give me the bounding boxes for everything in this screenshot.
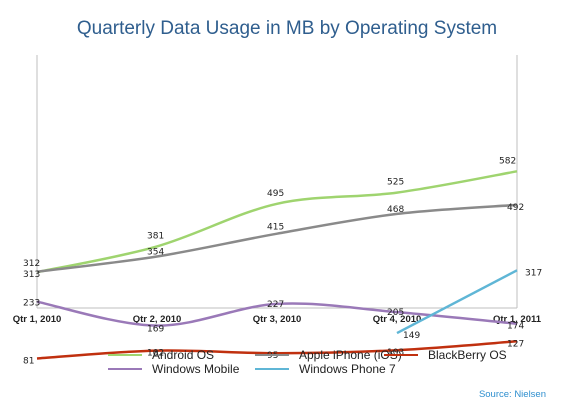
x-tick-label-3: Qtr 3, 2010 [253, 314, 302, 325]
series-line-blackberry-os [36, 340, 518, 360]
data-label-windows-phone-7-4: 149 [403, 331, 420, 341]
data-label-blackberry-os-2: 102 [147, 349, 164, 359]
series-line-apple-iphone-ios [36, 203, 518, 274]
chart-title: Quarterly Data Usage in MB by Operating … [76, 18, 498, 39]
data-label-blackberry-os-3: 95 [267, 351, 278, 361]
data-label-windows-phone-7-5: 317 [525, 268, 542, 278]
data-label-apple-iphone-ios-1: 313 [23, 270, 40, 280]
data-label-blackberry-os-5: 127 [507, 339, 524, 349]
x-axis-ticks: Qtr 1, 2010 Qtr 2, 2010 Qtr 3, 2010 Qtr 4, … [13, 314, 542, 325]
x-tick-label-5: Qtr 1, 2011 [493, 314, 542, 325]
data-label-windows-mobile-3: 227 [267, 300, 284, 310]
series-line-windows-phone-7 [396, 269, 518, 335]
data-label-android-os-1: 312 [23, 259, 40, 269]
data-label-windows-mobile-2: 169 [147, 325, 164, 335]
x-tick-label-1: Qtr 1, 2010 [13, 314, 62, 325]
data-label-android-os-5: 582 [499, 156, 516, 166]
data-label-blackberry-os-1: 81 [23, 356, 34, 366]
source-note: Source: Nielsen [478, 389, 546, 400]
series-lines [36, 170, 518, 360]
series-line-android-os [36, 170, 518, 274]
data-label-apple-iphone-ios-3: 415 [267, 223, 284, 233]
data-label-android-os-3: 495 [267, 189, 284, 199]
x-tick-label-4: Qtr 4, 2010 [373, 314, 422, 325]
data-label-android-os-4: 525 [387, 178, 404, 188]
data-label-windows-mobile-5: 174 [507, 322, 524, 332]
data-label-blackberry-os-4: 103 [387, 348, 404, 358]
data-label-apple-iphone-ios-5: 492 [507, 203, 524, 213]
data-label-apple-iphone-ios-2: 354 [147, 247, 164, 257]
data-label-windows-mobile-4: 205 [387, 308, 404, 318]
x-tick-label-2: Qtr 2, 2010 [133, 314, 182, 325]
data-labels: 312 381 495 525 582 313 354 415 468 492 81 102 95 103… [23, 156, 542, 366]
data-label-android-os-2: 381 [147, 231, 164, 241]
data-label-apple-iphone-ios-4: 468 [387, 205, 404, 215]
data-label-windows-mobile-1: 233 [23, 299, 40, 309]
